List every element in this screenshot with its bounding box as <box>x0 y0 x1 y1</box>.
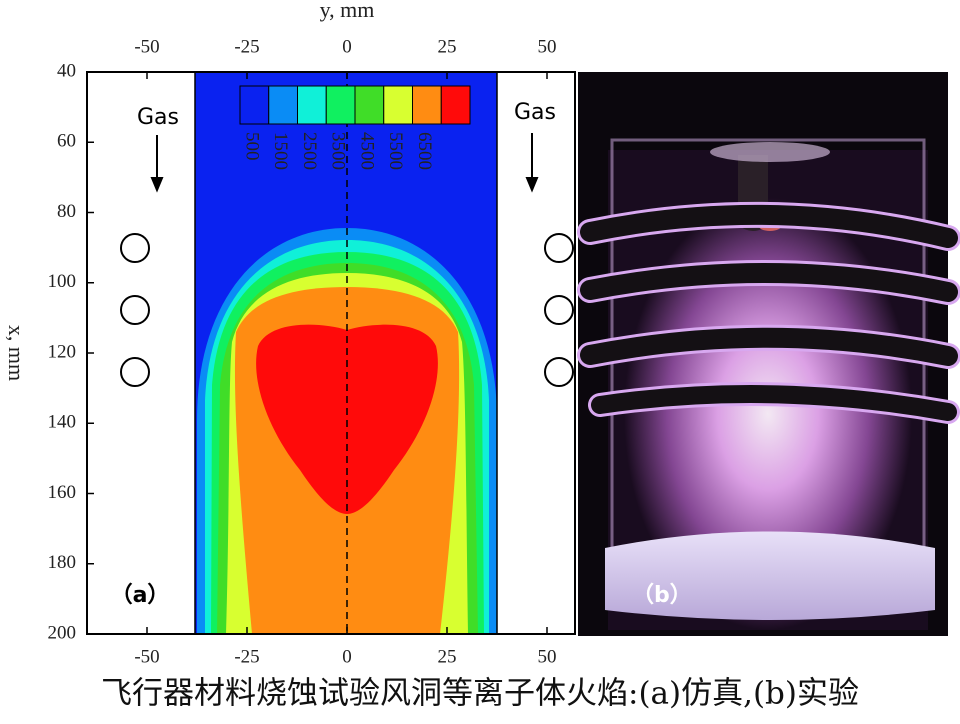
x-tick-label-top: -25 <box>234 36 259 57</box>
x-tick-label-top: 50 <box>538 36 557 57</box>
x-axis-title: y, mm <box>320 0 375 22</box>
colorbar-label: 2500 <box>299 132 320 170</box>
colorbar-cell <box>325 85 356 125</box>
colorbar-cell <box>440 85 471 125</box>
y-tick-label: 200 <box>48 622 77 643</box>
colorbar-cell <box>412 85 442 125</box>
y-tick-label: 140 <box>48 412 77 433</box>
colorbar-cell <box>268 85 298 125</box>
y-tick-label: 120 <box>48 341 77 362</box>
x-tick-label: 0 <box>342 646 352 667</box>
x-tick-label: 25 <box>438 646 457 667</box>
annotation: Gas <box>137 105 179 130</box>
x-tick-label-top: -50 <box>134 36 159 57</box>
y-tick-label: 100 <box>48 271 77 292</box>
colorbar-label: 1500 <box>270 132 291 170</box>
contour-band <box>256 324 438 514</box>
y-tick-label: 180 <box>48 552 77 573</box>
colorbar-cell <box>354 85 385 125</box>
photo-label: （b） <box>632 583 692 608</box>
gas-arrows <box>150 133 539 193</box>
annotation: Gas <box>514 100 556 125</box>
coils <box>120 233 574 387</box>
colorbar-cell <box>239 85 270 125</box>
annotation: （a） <box>111 583 170 608</box>
colorbar-label: 6500 <box>414 132 435 170</box>
colorbar-label: 500 <box>241 132 262 161</box>
x-tick-label-top: 25 <box>438 36 457 57</box>
colorbar-label: 3500 <box>328 132 349 170</box>
y-tick-label: 80 <box>57 201 76 222</box>
y-tick-label: 160 <box>48 482 77 503</box>
y-tick-label: 60 <box>57 131 76 152</box>
colorbar-cell <box>297 85 327 125</box>
photo <box>577 72 960 636</box>
colorbar-label: 4500 <box>356 132 377 170</box>
caption: 飞行器材料烧蚀试验风洞等离子体火焰:(a)仿真,(b)实验 <box>101 676 859 712</box>
x-tick-label: 50 <box>538 646 557 667</box>
contour-field <box>195 72 497 634</box>
x-tick-label: -50 <box>134 646 159 667</box>
colorbar-cell <box>383 85 413 125</box>
colorbar-label: 5500 <box>385 132 406 170</box>
x-tick-label-top: 0 <box>342 36 352 57</box>
y-axis-title: x, mm <box>4 325 29 381</box>
colorbar: 500 1500 2500 3500 4500 5500 6500 <box>239 85 471 170</box>
y-tick-label: 40 <box>57 60 76 81</box>
x-tick-label: -25 <box>234 646 259 667</box>
